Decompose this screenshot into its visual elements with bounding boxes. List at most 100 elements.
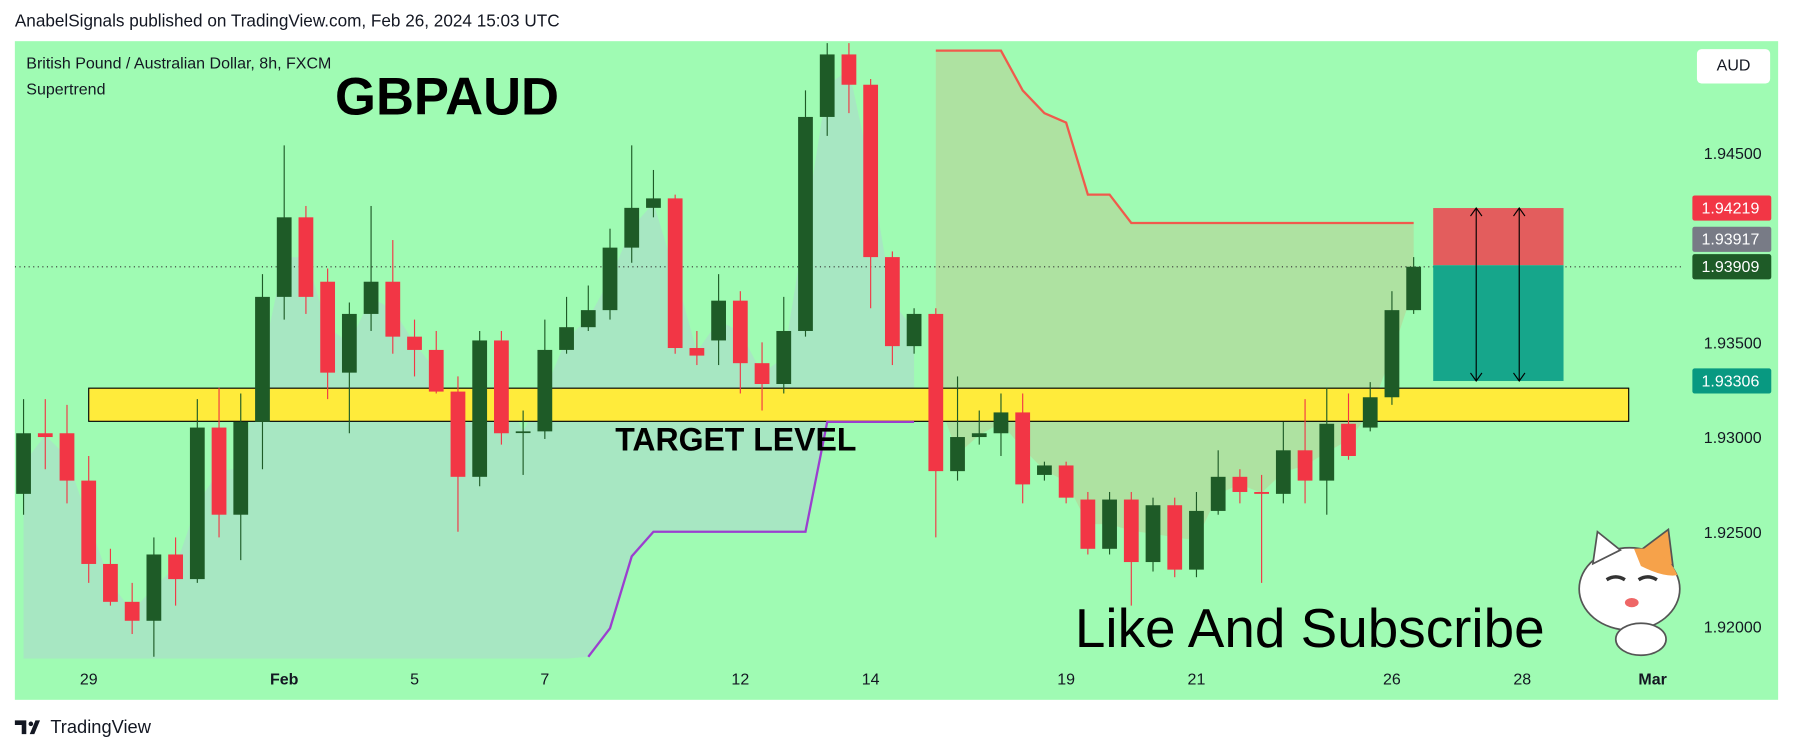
x-tick-label: 28 — [1513, 672, 1531, 689]
candle-body — [168, 554, 183, 580]
candle-body — [81, 480, 97, 564]
candle-body — [1080, 499, 1096, 549]
chart-title: GBPAUD — [335, 68, 559, 127]
price-label-bg — [1692, 368, 1772, 394]
arrow-head — [1470, 207, 1483, 382]
indicator-legend: Supertrend — [26, 82, 105, 99]
price-label: 1.94219 — [1702, 200, 1760, 217]
candle-body — [1058, 465, 1074, 498]
candle-body — [646, 198, 661, 208]
candle-body — [385, 281, 401, 337]
candle-body — [59, 433, 75, 481]
candle-body — [1015, 412, 1031, 485]
x-tick-label: Feb — [270, 672, 299, 689]
position-stop — [1433, 208, 1564, 266]
candle-body — [580, 310, 596, 328]
candle-body — [211, 427, 227, 515]
price-label-bg — [1692, 254, 1772, 280]
candle-body — [341, 313, 357, 373]
supertrend-line — [587, 420, 915, 658]
candle-body — [863, 84, 879, 258]
candle-body — [819, 54, 835, 117]
candle-body — [1145, 505, 1161, 563]
symbol-legend: British Pound / Australian Dollar, 8h, F… — [26, 55, 331, 72]
candle-body — [1232, 476, 1248, 492]
price-label: 1.93909 — [1702, 259, 1760, 276]
footer-brand: TradingView — [50, 716, 151, 737]
candle-body — [754, 363, 770, 385]
currency-label[interactable]: AUD — [1717, 58, 1751, 75]
position-target — [1433, 265, 1564, 381]
zone-label: TARGET LEVEL — [615, 421, 856, 457]
annotation: Like And Subscribe — [1075, 597, 1545, 659]
price-label-bg — [1692, 226, 1772, 252]
currency-button[interactable] — [1696, 49, 1771, 84]
candle-body — [1189, 510, 1204, 570]
candle-body — [1406, 266, 1422, 311]
cat-sticker — [1578, 527, 1681, 657]
candle-body — [407, 336, 422, 350]
candle-body — [711, 300, 726, 341]
candle-body — [189, 427, 205, 580]
candle-body — [928, 313, 944, 472]
candle-body — [1037, 465, 1052, 475]
candle-body — [1341, 423, 1356, 456]
candle-body — [1210, 476, 1226, 511]
candle-body — [255, 296, 270, 422]
candle-body — [363, 281, 379, 314]
candle-body — [1384, 310, 1400, 398]
candle-body — [667, 198, 683, 349]
candle-body — [124, 601, 140, 621]
x-tick-label: 21 — [1188, 672, 1206, 689]
x-tick-label: 26 — [1383, 672, 1401, 689]
candle-body — [276, 217, 292, 297]
plot-area — [14, 43, 1681, 659]
candle-body — [146, 554, 162, 621]
y-tick-label: 1.94500 — [1704, 146, 1762, 163]
candle-body — [559, 327, 574, 350]
price-label: 1.93306 — [1702, 373, 1760, 390]
y-tick-label: 1.92000 — [1704, 620, 1762, 637]
y-tick-label: 1.93500 — [1704, 335, 1762, 352]
arrow-head — [1513, 207, 1526, 382]
x-tick-label: Mar — [1638, 672, 1666, 689]
candle-body — [1102, 499, 1117, 549]
overlay: TARGET LEVEL 1.94500 1.93500 1.93000 1.92500… — [80, 146, 1772, 689]
candle-body — [537, 349, 553, 432]
candle-body — [233, 421, 249, 515]
candle-body — [1319, 423, 1335, 481]
candle-body — [841, 54, 857, 85]
candle-body — [776, 330, 792, 385]
x-tick-label: 7 — [540, 672, 549, 689]
candle-body — [103, 563, 118, 602]
candle-body — [1297, 450, 1313, 481]
y-tick-label: 1.93000 — [1704, 430, 1762, 447]
candle-body — [689, 348, 705, 356]
candle-body — [971, 433, 987, 438]
candle-body — [1167, 505, 1183, 570]
candle-body — [993, 412, 1009, 434]
candle-body — [798, 116, 813, 331]
price-label-bg — [1692, 195, 1772, 221]
price-label: 1.93917 — [1702, 232, 1760, 249]
candle-body — [1254, 491, 1270, 494]
candle-body — [16, 433, 31, 494]
x-tick-label: 5 — [410, 672, 419, 689]
candle-body — [732, 300, 748, 364]
publish-header: AnabelSignals published on TradingView.c… — [15, 10, 560, 30]
supertrend-line — [935, 49, 1414, 225]
candle-body — [1362, 397, 1378, 428]
x-tick-label: 19 — [1057, 672, 1075, 689]
candle-body — [950, 437, 965, 472]
candle-body — [37, 433, 53, 438]
candle-body — [602, 247, 618, 311]
tv-logo — [14, 720, 41, 735]
candle-body — [320, 281, 336, 373]
candle-body — [515, 431, 531, 434]
x-tick-label: 29 — [80, 672, 98, 689]
candle-body — [1275, 450, 1291, 494]
candle-body — [884, 257, 900, 347]
candle-body — [906, 313, 922, 347]
candle-body — [624, 207, 640, 248]
